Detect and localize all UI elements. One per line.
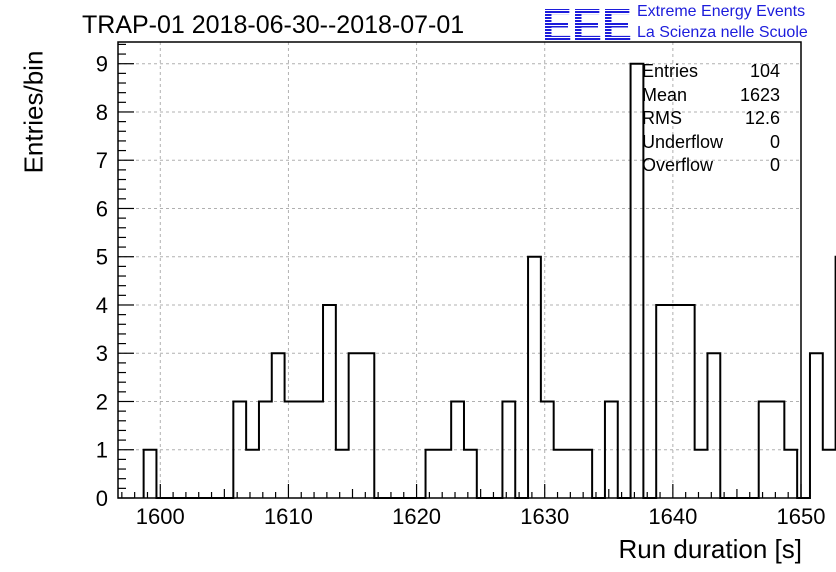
x-axis-label: Run duration [s] (618, 534, 802, 564)
grid-lines (118, 42, 801, 498)
stat-value: 0 (769, 131, 780, 152)
stat-label: Underflow (642, 131, 724, 152)
stat-label: RMS (642, 108, 682, 128)
stat-value: 104 (749, 61, 780, 81)
x-tick-label: 1610 (264, 504, 313, 529)
stat-row-mean: Mean 1623 (642, 84, 780, 108)
stat-value: 0 (769, 155, 780, 175)
stat-row-underflow: Underflow 0 (642, 131, 780, 155)
eee-logo: EEE (542, 2, 632, 44)
y-tick-label: 4 (96, 293, 108, 318)
y-tick-label: 1 (96, 438, 108, 463)
y-tick-label: 8 (96, 100, 108, 125)
logo-text: EEE (542, 2, 632, 44)
y-tick-label: 9 (96, 52, 108, 77)
stat-value: 1623 (739, 84, 780, 105)
plot-frame (117, 41, 802, 499)
stat-row-entries: Entries 104 (642, 60, 780, 84)
y-tick-label: 3 (96, 341, 108, 366)
y-tick-label: 2 (96, 389, 108, 414)
axis-ticks: 1600 1610 1620 1630 1640 1650 0 1 2 3 4 5 6 7 8 9 (96, 43, 826, 529)
y-axis-label: Entries/bin (18, 50, 49, 174)
stat-label: Overflow (642, 155, 714, 175)
logo-caption-line2: La Scienza nelle Scuole (637, 24, 808, 41)
y-tick-label: 0 (96, 486, 108, 511)
y-tick-label: 6 (96, 196, 108, 221)
chart-title: TRAP-01 2018-06-30--2018-07-01 (82, 11, 465, 39)
stats-box: Entries 104 Mean 1623 RMS 12.6 Underflow… (642, 60, 780, 178)
stat-label: Mean (642, 84, 688, 105)
logo-caption-line1: Extreme Energy Events (637, 3, 806, 20)
x-tick-label: 1620 (392, 504, 441, 529)
x-tick-label: 1650 (777, 504, 826, 529)
y-tick-label: 7 (96, 148, 108, 173)
x-tick-label: 1630 (520, 504, 569, 529)
x-tick-label: 1600 (136, 504, 185, 529)
stat-value: 12.6 (744, 108, 780, 128)
stat-row-overflow: Overflow 0 (642, 154, 780, 178)
stat-label: Entries (642, 61, 699, 81)
x-tick-label: 1640 (648, 504, 697, 529)
histogram-outline (142, 62, 836, 499)
stat-row-rms: RMS 12.6 (642, 107, 780, 131)
y-tick-label: 5 (96, 245, 108, 270)
